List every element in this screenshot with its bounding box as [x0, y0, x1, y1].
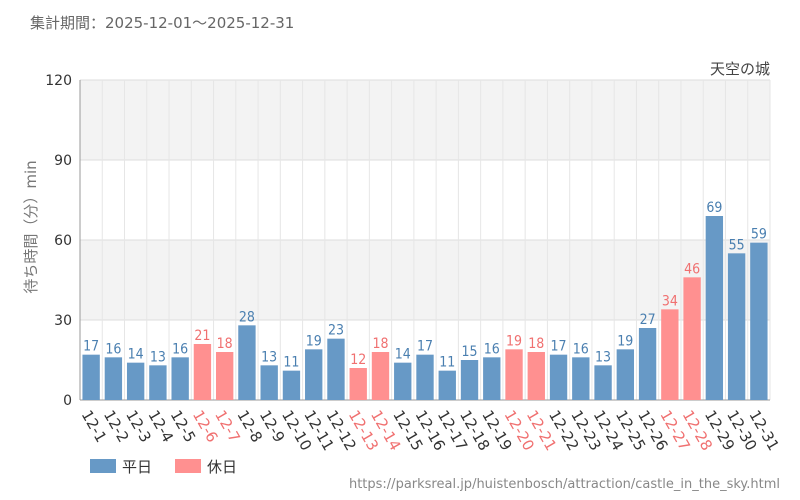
background-band [80, 240, 770, 320]
value-label: 46 [684, 261, 700, 277]
value-label: 13 [595, 349, 611, 365]
y-tick-label: 0 [63, 393, 72, 409]
bar [572, 357, 590, 400]
value-label: 13 [261, 349, 277, 365]
value-label: 12 [350, 352, 366, 368]
y-tick-label: 120 [45, 73, 72, 89]
bar [104, 357, 123, 400]
legend-label-holiday: 休日 [207, 458, 237, 476]
value-label: 69 [706, 200, 722, 216]
value-label: 17 [551, 339, 567, 355]
value-label: 14 [128, 347, 144, 363]
period-label: 集計期間：2025-12-01～2025-12-31 [30, 14, 295, 32]
y-axis-label: 待ち時間（分）min [22, 160, 40, 293]
bar [483, 357, 501, 400]
value-label: 18 [528, 336, 544, 352]
value-label: 13 [150, 349, 166, 365]
bar [594, 365, 612, 400]
bar [527, 352, 545, 400]
bar [149, 365, 167, 400]
bar [215, 352, 234, 400]
chart-title: 天空の城 [710, 60, 770, 78]
y-tick-label: 90 [54, 153, 72, 169]
bar [349, 368, 367, 400]
legend-swatch-weekday [90, 459, 116, 473]
value-label: 23 [328, 323, 344, 339]
value-label: 16 [105, 341, 121, 357]
value-label: 16 [573, 341, 589, 357]
bar [371, 352, 390, 400]
value-label: 55 [729, 237, 745, 253]
legend-label-weekday: 平日 [122, 458, 152, 476]
background-band [80, 160, 770, 240]
y-tick-label: 60 [54, 233, 72, 249]
value-label: 11 [283, 355, 299, 371]
value-labels: 17 16 14 13 16 21 18 28 13 11 19 23 12 18 14 17 11 15 16 19… [83, 200, 767, 371]
value-label: 16 [172, 341, 188, 357]
bar [661, 309, 679, 400]
bar [549, 354, 568, 400]
value-label: 18 [372, 336, 388, 352]
bar [683, 277, 701, 400]
bar [260, 365, 278, 400]
bar [438, 370, 456, 400]
bar [126, 362, 145, 400]
source-url[interactable]: https://parksreal.jp/huistenbosch/attrac… [348, 477, 780, 492]
value-label: 21 [194, 328, 210, 344]
y-tick-label: 30 [54, 313, 72, 329]
bar [171, 357, 189, 400]
value-label: 34 [662, 293, 678, 309]
bar [638, 328, 657, 400]
background-band [80, 80, 770, 160]
bar [305, 349, 323, 400]
value-label: 18 [217, 336, 233, 352]
value-label: 17 [83, 339, 99, 355]
value-label: 11 [439, 355, 455, 371]
bar [460, 360, 479, 400]
y-axis-ticks: 0 30 60 90 120 [45, 73, 72, 409]
value-label: 59 [751, 227, 767, 243]
value-label: 19 [506, 333, 522, 349]
bar [416, 354, 434, 400]
value-label: 19 [306, 333, 322, 349]
bar [750, 242, 768, 400]
legend: 平日 休日 [90, 458, 237, 476]
value-label: 27 [640, 312, 656, 328]
bar [238, 325, 256, 400]
bar [82, 354, 100, 400]
bar [282, 370, 301, 400]
legend-swatch-holiday [175, 459, 201, 473]
bars [82, 216, 768, 400]
value-label: 19 [617, 333, 633, 349]
x-axis-ticks: 12-112-212-312-412-512-612-712-812-912-1… [78, 407, 783, 454]
value-label: 16 [484, 341, 500, 357]
value-label: 28 [239, 309, 255, 325]
bar [193, 344, 212, 400]
bar [727, 253, 746, 400]
bar [505, 349, 523, 400]
bar [327, 338, 345, 400]
bar [616, 349, 635, 400]
value-label: 15 [462, 344, 478, 360]
bar [394, 362, 412, 400]
bar [705, 216, 724, 400]
value-label: 17 [417, 339, 433, 355]
value-label: 14 [395, 347, 411, 363]
